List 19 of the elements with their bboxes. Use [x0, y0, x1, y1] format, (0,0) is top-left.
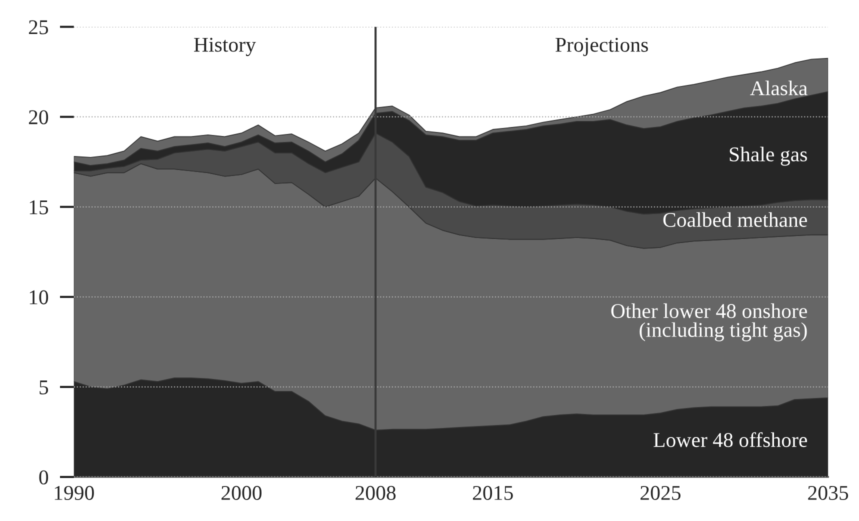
x-tick-label: 2000	[222, 486, 262, 500]
x-tick-label: 2008	[356, 486, 396, 500]
y-tick-label: 25	[28, 20, 48, 34]
series-label: Coalbed methane	[663, 212, 807, 227]
series-label: Alaska	[750, 80, 808, 96]
annotation: History	[194, 38, 256, 56]
x-tick-label: 2015	[472, 486, 513, 500]
y-tick-label: 15	[30, 200, 48, 214]
y-tick-label: 0	[39, 470, 48, 484]
y-tick-label: 5	[40, 380, 48, 394]
series-label: Shale gas	[730, 146, 807, 166]
y-tick-label: 20	[28, 110, 48, 124]
series-label: Other lower 48 onshore (including tight gas)	[611, 303, 807, 342]
annotation: Projections	[556, 38, 648, 56]
x-tick-label: 1990	[54, 486, 94, 500]
y-tick-label: 10	[30, 290, 48, 304]
x-tick-label: 2035	[808, 486, 848, 500]
x-tick-label: 2025	[640, 486, 680, 500]
series-label: Lower 48 offshore	[654, 432, 807, 448]
